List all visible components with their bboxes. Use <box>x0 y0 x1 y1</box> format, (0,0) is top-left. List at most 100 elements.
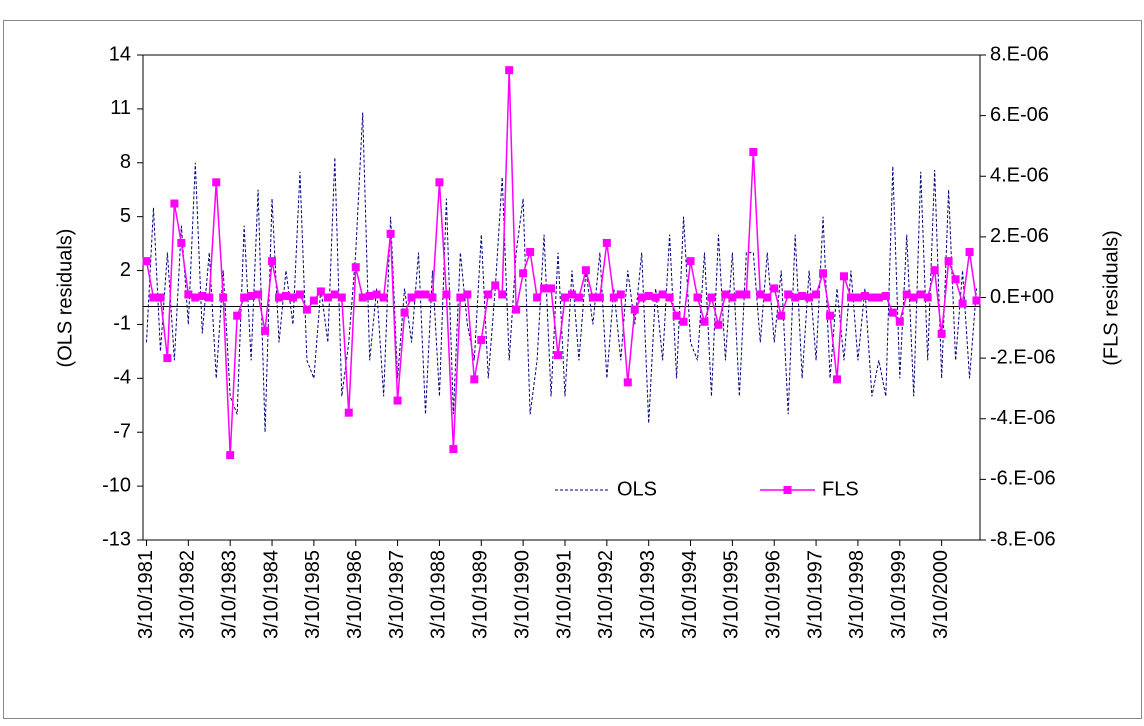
point <box>567 290 576 299</box>
point <box>637 293 646 302</box>
point <box>846 293 855 302</box>
point <box>351 263 360 272</box>
point <box>574 293 583 302</box>
chart-frame <box>3 20 1142 719</box>
point <box>644 291 653 300</box>
point <box>477 335 486 344</box>
y-tick-label: 14 <box>109 43 131 65</box>
x-tick-label: 3/10/1988 <box>428 550 450 639</box>
x-tick-label: 3/10/1990 <box>511 550 533 639</box>
point <box>581 266 590 275</box>
point <box>909 293 918 302</box>
x-tick-label: 3/10/1996 <box>763 550 785 639</box>
point <box>540 284 549 293</box>
x-tick-label: 3/10/1982 <box>177 550 199 639</box>
point <box>616 290 625 299</box>
point <box>895 317 904 326</box>
point <box>219 293 228 302</box>
y2-tick-label: 8.E-06 <box>990 43 1049 65</box>
point <box>756 290 765 299</box>
point <box>833 375 842 384</box>
point <box>309 296 318 305</box>
point <box>602 238 611 247</box>
point <box>672 311 681 320</box>
x-tick-label: 3/10/1994 <box>679 550 701 639</box>
point <box>721 290 730 299</box>
point <box>609 293 618 302</box>
point <box>812 290 821 299</box>
point <box>177 238 186 247</box>
point <box>693 293 702 302</box>
x-tick-label: 3/10/1986 <box>344 550 366 639</box>
point <box>588 293 597 302</box>
point <box>505 66 514 75</box>
y2-axis-title: (FLS residuals) <box>1100 230 1122 366</box>
point <box>686 257 695 266</box>
y-tick-label: 2 <box>120 259 131 281</box>
point <box>763 293 772 302</box>
point <box>700 317 709 326</box>
point <box>295 290 304 299</box>
point <box>902 290 911 299</box>
point <box>498 290 507 299</box>
point <box>254 290 263 299</box>
point <box>707 293 716 302</box>
point <box>365 291 374 300</box>
point <box>651 293 660 302</box>
point <box>358 293 367 302</box>
point <box>379 293 388 302</box>
x-tick-label: 3/10/1984 <box>260 550 282 639</box>
point <box>819 269 828 278</box>
legend-label: FLS <box>822 478 859 500</box>
point <box>526 248 535 257</box>
point <box>923 293 932 302</box>
point <box>393 396 402 405</box>
point <box>784 290 793 299</box>
point <box>400 308 409 317</box>
point <box>233 311 242 320</box>
point <box>449 445 458 454</box>
y2-tick-label: 2.E-06 <box>990 225 1049 247</box>
x-tick-label: 3/10/1998 <box>846 550 868 639</box>
point <box>791 293 800 302</box>
point <box>421 290 430 299</box>
point <box>463 290 472 299</box>
y-tick-label: -7 <box>113 421 131 443</box>
point <box>805 293 814 302</box>
y2-tick-label: -8.E-06 <box>990 528 1056 550</box>
point <box>951 275 960 284</box>
point <box>149 293 158 302</box>
point <box>330 290 339 299</box>
point <box>853 293 862 302</box>
point <box>658 290 667 299</box>
point <box>554 351 563 360</box>
point <box>937 329 946 338</box>
point <box>560 293 569 302</box>
point <box>435 178 444 187</box>
point <box>665 293 674 302</box>
x-tick-label: 3/10/1985 <box>302 550 324 639</box>
point <box>226 451 235 460</box>
y2-tick-label: -4.E-06 <box>990 407 1056 429</box>
y-tick-label: -4 <box>113 367 131 389</box>
y2-tick-label: -6.E-06 <box>990 468 1056 490</box>
point <box>484 290 493 299</box>
series-line <box>145 112 978 433</box>
point <box>735 290 744 299</box>
point <box>428 293 437 302</box>
x-tick-label: 3/10/1993 <box>637 550 659 639</box>
point <box>316 287 325 296</box>
point <box>944 257 953 266</box>
point <box>212 178 221 187</box>
point <box>888 308 897 317</box>
point <box>916 290 925 299</box>
x-tick-label: 3/10/1983 <box>218 550 240 639</box>
point <box>323 293 332 302</box>
y-tick-label: 5 <box>120 205 131 227</box>
x-tick-label: 3/10/1995 <box>721 550 743 639</box>
point <box>777 311 786 320</box>
point <box>288 293 297 302</box>
point <box>414 290 423 299</box>
x-tick-label: 3/10/1989 <box>470 550 492 639</box>
point <box>456 293 465 302</box>
